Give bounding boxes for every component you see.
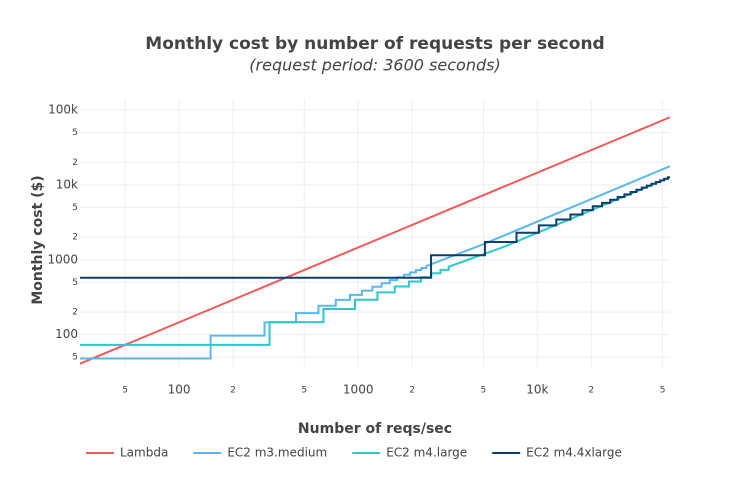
- x-tick-label: 5: [122, 386, 128, 396]
- x-tick-label: 5: [481, 386, 487, 396]
- y-tick-label: 100: [55, 327, 78, 341]
- chart-subtitle: (request period: 3600 seconds): [249, 56, 500, 75]
- x-tick-label: 10k: [526, 383, 548, 397]
- x-tick-label: 5: [301, 386, 307, 396]
- y-tick-label: 10k: [56, 177, 78, 191]
- series-line: [80, 165, 671, 360]
- legend-label: EC2 m4.4xlarge: [526, 446, 622, 460]
- y-tick-label: 5: [72, 278, 78, 288]
- y-tick-label: 5: [72, 353, 78, 363]
- y-tick-label: 1000: [47, 252, 78, 266]
- x-tick-label: 2: [409, 386, 415, 396]
- x-tick-label: 1000: [343, 383, 374, 397]
- legend-label: EC2 m3.medium: [227, 446, 327, 460]
- y-tick-label: 5: [72, 128, 78, 138]
- x-tick-label: 2: [588, 386, 594, 396]
- y-axis-title: Monthly cost ($): [30, 175, 46, 304]
- legend-label: EC2 m4.large: [386, 446, 467, 460]
- x-axis-title: Number of reqs/sec: [298, 421, 452, 437]
- series-line: [80, 176, 670, 279]
- x-tick-label: 5: [660, 386, 666, 396]
- x-tick-label: 100: [168, 383, 191, 397]
- chart-title: Monthly cost by number of requests per s…: [145, 34, 604, 54]
- legend-label: Lambda: [120, 446, 168, 460]
- x-tick-label: 2: [230, 386, 236, 396]
- series-line: [79, 116, 671, 365]
- y-tick-label: 2: [72, 158, 78, 168]
- y-tick-label: 5: [72, 203, 78, 213]
- y-tick-label: 100k: [48, 103, 78, 117]
- series-line: [80, 176, 671, 346]
- y-tick-label: 2: [72, 308, 78, 318]
- y-tick-label: 2: [72, 233, 78, 243]
